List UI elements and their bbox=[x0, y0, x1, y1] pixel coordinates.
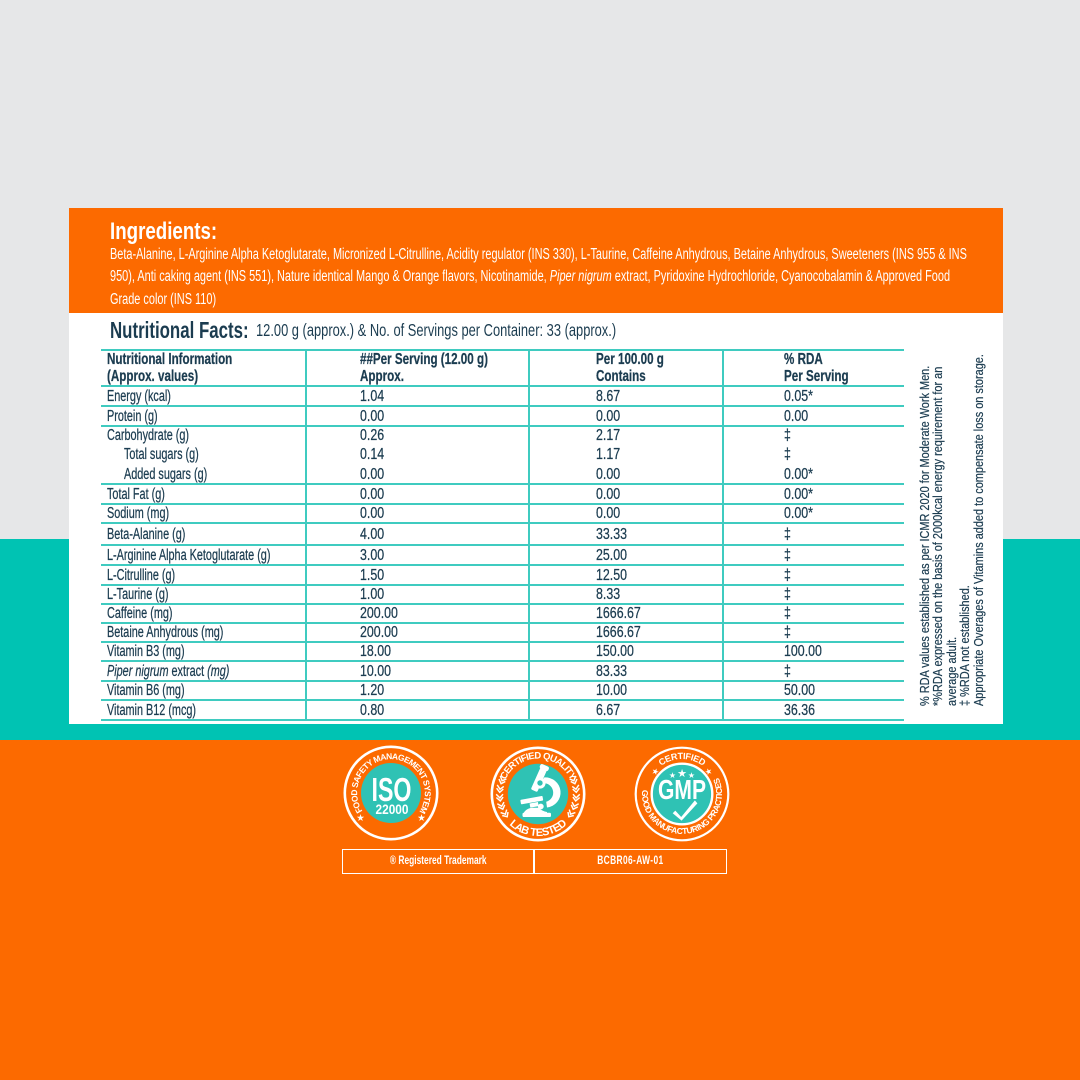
svg-text:ISO: ISO bbox=[372, 771, 412, 808]
svg-text:★: ★ bbox=[688, 771, 695, 780]
svg-text:★: ★ bbox=[677, 768, 687, 780]
svg-text:★: ★ bbox=[669, 771, 676, 780]
svg-text:GMP: GMP bbox=[658, 774, 706, 805]
svg-text:22000: 22000 bbox=[376, 802, 409, 817]
svg-text:★: ★ bbox=[356, 813, 365, 824]
svg-text:★: ★ bbox=[417, 813, 426, 824]
